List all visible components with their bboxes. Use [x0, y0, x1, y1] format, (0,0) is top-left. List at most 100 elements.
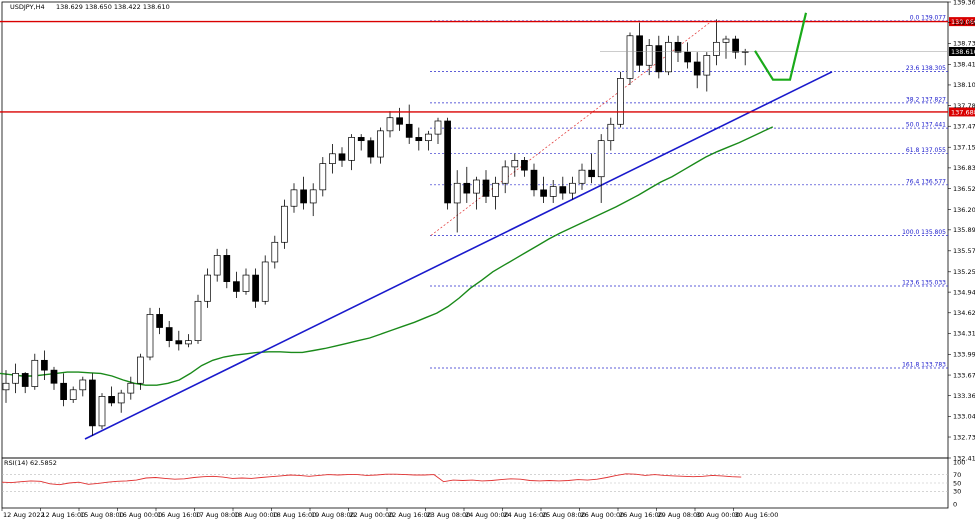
price-tick-label: 139.050: [953, 19, 975, 27]
time-tick-label: 22 Aug 16:00: [388, 511, 432, 519]
bear-candle: [693, 61, 701, 76]
bull-candle: [2, 382, 10, 391]
price-tick-label: 138.100: [953, 81, 975, 89]
bear-candle: [175, 340, 183, 345]
bear-candle: [674, 41, 682, 53]
bull-candle: [242, 274, 250, 292]
bear-candle: [60, 382, 67, 400]
fib-level-label: 123.6 135.033: [902, 280, 946, 287]
bear-candle: [415, 137, 423, 142]
fib-level-label: 61.8 137.055: [906, 147, 946, 154]
bear-candle: [367, 140, 375, 158]
trendline-layer: [84, 71, 833, 440]
current-price-tag: [949, 47, 975, 57]
time-tick-label: 30 Aug 16:00: [735, 511, 779, 519]
arrow-layer: [754, 12, 808, 81]
bull-candle: [569, 182, 576, 194]
price-tick-label: 133.045: [953, 413, 975, 421]
bull-candle: [453, 182, 461, 204]
price-tick-label: 133.360: [953, 392, 975, 400]
fib-level-label: 76.4 136.577: [906, 178, 946, 185]
time-tick-label: 19 Aug 08:00: [311, 511, 355, 519]
price-tick-label: 132.410: [953, 454, 975, 462]
bull-candle: [319, 163, 327, 191]
bull-candle: [722, 38, 730, 43]
time-tick-label: 25 Aug 08:00: [542, 511, 586, 519]
bull-candle: [194, 300, 202, 341]
fib-level-label: 100.0 135.805: [902, 229, 946, 236]
price-tick-label: 135.570: [953, 247, 975, 255]
bear-candle: [530, 169, 538, 191]
price-tick-label: 133.990: [953, 351, 975, 359]
bull-candle: [645, 45, 653, 66]
price-tick-label: 138.415: [953, 61, 975, 69]
time-tick-label: 18 Aug 16:00: [273, 511, 317, 519]
bear-candle: [444, 120, 451, 204]
bear-candle: [108, 396, 115, 404]
time-tick-label: 23 Aug 08:00: [427, 511, 471, 519]
bear-candle: [521, 159, 528, 171]
price-tick-label: 136.200: [953, 206, 975, 214]
bull-candle: [713, 41, 720, 56]
grid-layer: [1, 1, 949, 509]
level-price-tag: [949, 107, 975, 117]
rsi-label: RSI(14) 62.5852: [4, 459, 57, 467]
bear-candle: [732, 38, 739, 53]
bull-candle: [137, 356, 144, 384]
price-tick-label: 135.250: [953, 268, 975, 276]
bull-candle: [281, 205, 288, 243]
price-tick-label: 137.470: [953, 123, 975, 131]
price-tick-label: 132.730: [953, 433, 975, 441]
bear-candle: [559, 186, 567, 194]
bull-candle: [665, 41, 672, 73]
bull-candle: [578, 169, 586, 184]
bull-candle: [511, 159, 519, 168]
bear-candle: [41, 359, 48, 371]
bull-candle: [185, 340, 192, 345]
bear-candle: [684, 51, 691, 63]
bull-candle: [12, 373, 19, 384]
price-tick-label: 134.310: [953, 330, 975, 338]
trend-line: [84, 71, 833, 440]
bull-candle: [473, 179, 480, 194]
bull-candle: [501, 166, 509, 184]
time-tick-label: 16 Aug 00:00: [119, 511, 163, 519]
bull-candle: [79, 379, 87, 391]
candle-layer: [2, 19, 749, 436]
bull-candle: [146, 314, 154, 358]
bull-candle: [607, 123, 615, 142]
bull-candle: [127, 382, 135, 394]
bull-candle: [434, 120, 442, 135]
bear-candle: [463, 182, 471, 194]
price-frame: [1, 1, 949, 459]
time-tick-label: 26 Aug 00:00: [581, 511, 625, 519]
bear-candle: [338, 153, 346, 161]
current-price-label: 138.610: [951, 48, 975, 56]
rsi-line: [1, 473, 742, 486]
time-tick-label: 29 Aug 08:00: [658, 511, 702, 519]
level-price-tag: [949, 17, 975, 27]
price-tick-label: 137.150: [953, 144, 975, 152]
time-tick-label: 16 Aug 16:00: [157, 511, 201, 519]
price-tick-label: 138.735: [953, 40, 975, 48]
bear-candle: [636, 35, 643, 66]
bull-candle: [69, 389, 77, 400]
bull-candle: [425, 133, 432, 142]
bull-candle: [329, 153, 336, 164]
moving-average-layer: [0, 126, 774, 386]
time-tick-label: 15 Aug 08:00: [80, 511, 124, 519]
bear-candle: [405, 123, 413, 138]
fib-level-label: 161.8 133.783: [902, 361, 946, 368]
bear-candle: [300, 189, 307, 204]
price-tick-label: 136.835: [953, 164, 975, 172]
bear-candle: [357, 137, 365, 142]
bear-candle: [89, 379, 96, 427]
bull-candle: [290, 189, 298, 207]
bull-candle: [98, 396, 106, 427]
price-tick-label: 134.940: [953, 288, 975, 296]
bull-candle: [597, 140, 605, 178]
time-tick-label: 26 Aug 16:00: [619, 511, 663, 519]
